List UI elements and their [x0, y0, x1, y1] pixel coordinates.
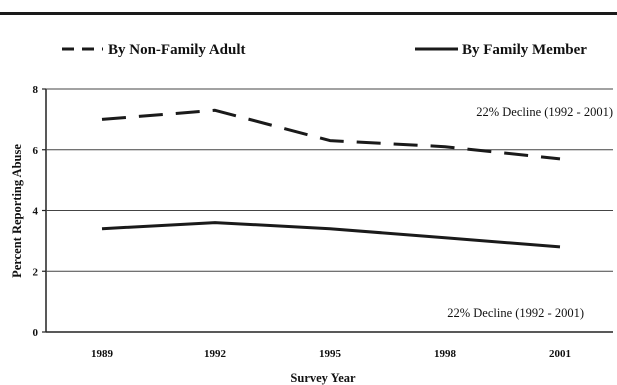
- x-axis-title: Survey Year: [290, 371, 356, 385]
- y-tick-label: 6: [33, 145, 39, 157]
- grid: [46, 88, 613, 272]
- y-axis-title: Percent Reporting Abuse: [10, 144, 24, 278]
- annotation-non-family-decline: 22% Decline (1992 - 2001): [476, 105, 613, 119]
- y-tick-label: 8: [33, 84, 39, 96]
- y-tick-labels: 0 2 4 6 8: [33, 84, 46, 339]
- series-line-family: [101, 221, 561, 249]
- series-line-non-family: [101, 108, 561, 161]
- top-rule: [0, 12, 617, 15]
- x-tick-label: 1995: [319, 348, 342, 360]
- y-tick-label: 2: [33, 266, 39, 278]
- x-tick-label: 2001: [549, 348, 571, 360]
- x-tick-labels: 1989 1992 1995 1998 2001: [91, 348, 571, 360]
- x-tick-label: 1989: [91, 348, 114, 360]
- y-tick-label: 4: [33, 206, 39, 218]
- x-tick-label: 1998: [434, 348, 457, 360]
- series: [101, 108, 561, 249]
- legend-label-non-family: By Non-Family Adult: [108, 42, 246, 58]
- x-tick-label: 1992: [204, 348, 227, 360]
- legend: By Non-Family Adult By Family Member: [62, 42, 587, 58]
- y-tick-label: 0: [33, 327, 39, 339]
- annotation-family-decline: 22% Decline (1992 - 2001): [447, 306, 584, 320]
- legend-label-family: By Family Member: [462, 42, 587, 58]
